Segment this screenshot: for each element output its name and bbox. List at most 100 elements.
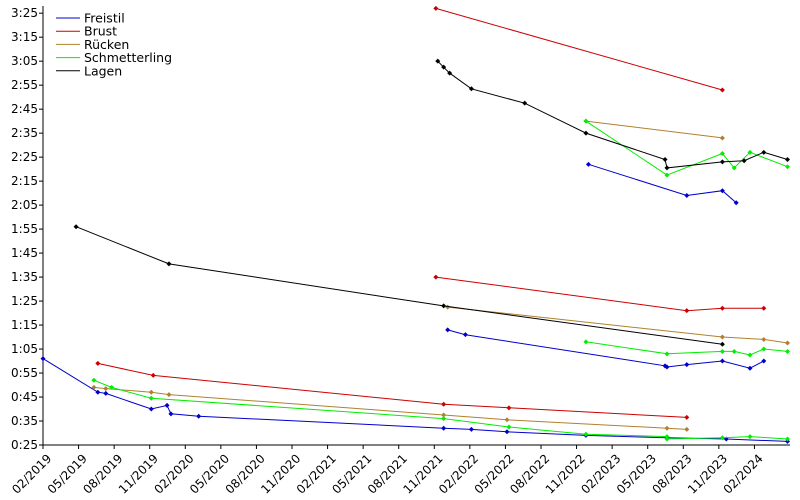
- data-point: [433, 274, 439, 280]
- data-point: [719, 334, 725, 340]
- data-point: [785, 157, 791, 163]
- y-tick-label: 1:25: [11, 294, 38, 308]
- data-point: [506, 405, 512, 411]
- legend-entry: Rücken: [84, 37, 129, 52]
- data-point: [441, 416, 447, 422]
- series-line: [447, 329, 765, 369]
- y-tick-label: 1:05: [11, 342, 38, 356]
- data-point: [719, 159, 725, 165]
- legend-entry: Lagen: [84, 63, 122, 78]
- series-line: [588, 163, 737, 204]
- data-point: [761, 358, 767, 364]
- data-point: [761, 346, 767, 352]
- series-line: [585, 120, 723, 139]
- data-point: [103, 386, 109, 392]
- data-point: [73, 224, 79, 230]
- data-point: [662, 157, 668, 163]
- x-axis-ticks: 02/201905/201908/201911/201902/202005/20…: [9, 445, 766, 497]
- data-point: [761, 149, 767, 155]
- data-point: [504, 417, 510, 423]
- data-point: [441, 412, 447, 418]
- data-point: [91, 384, 97, 390]
- data-point: [103, 390, 109, 396]
- data-point: [664, 425, 670, 431]
- data-point: [164, 402, 170, 408]
- data-point: [719, 435, 725, 441]
- data-point: [684, 414, 690, 420]
- data-point: [522, 100, 528, 106]
- data-point: [166, 261, 172, 267]
- series-r-cken: [91, 118, 791, 432]
- y-axis-ticks: 0:25 0:35 0:45 0:55 1:05 1:15 1:25 1:35 1:45 1:55…: [11, 6, 43, 452]
- data-point: [731, 348, 737, 354]
- y-tick-label: 3:25: [11, 6, 38, 20]
- y-tick-label: 1:55: [11, 222, 38, 236]
- data-point: [441, 425, 447, 431]
- series-lagen: [73, 58, 791, 347]
- y-tick-label: 2:35: [11, 126, 38, 140]
- y-tick-label: 3:05: [11, 54, 38, 68]
- y-tick-label: 0:55: [11, 366, 38, 380]
- data-point: [719, 358, 725, 364]
- data-point: [585, 161, 591, 167]
- data-point: [40, 356, 46, 362]
- legend-entry: Schmetterling: [84, 50, 172, 65]
- data-point: [166, 392, 172, 398]
- series-line: [585, 341, 788, 356]
- data-point: [148, 406, 154, 412]
- data-point: [733, 200, 739, 206]
- data-point: [719, 87, 725, 93]
- y-tick-label: 0:45: [11, 390, 38, 404]
- data-point: [148, 389, 154, 395]
- data-point: [785, 348, 791, 354]
- x-tick-label: 02/2024: [721, 451, 766, 496]
- series-line: [42, 358, 788, 442]
- data-point: [583, 431, 589, 437]
- series-line: [435, 276, 764, 312]
- data-point: [684, 362, 690, 368]
- data-point: [583, 339, 589, 345]
- y-tick-label: 2:45: [11, 102, 38, 116]
- data-point: [719, 151, 725, 157]
- data-point: [583, 130, 589, 136]
- data-point: [504, 429, 510, 435]
- y-tick-label: 2:55: [11, 78, 38, 92]
- data-point: [664, 436, 670, 442]
- data-point: [747, 365, 753, 371]
- data-point: [684, 193, 690, 199]
- data-point: [433, 5, 439, 11]
- data-point: [747, 149, 753, 155]
- series-line: [93, 379, 788, 440]
- series-line: [585, 120, 788, 176]
- y-tick-label: 0:35: [11, 414, 38, 428]
- data-point: [747, 352, 753, 358]
- data-point: [95, 360, 101, 366]
- data-point: [741, 158, 747, 164]
- series-schmetterling: [91, 118, 791, 442]
- data-point: [761, 305, 767, 311]
- data-point: [441, 303, 447, 309]
- data-point: [785, 164, 791, 170]
- data-point: [719, 305, 725, 311]
- series-line: [97, 362, 687, 418]
- legend-entry: Freistil: [84, 11, 125, 26]
- data-point: [95, 389, 101, 395]
- data-point: [719, 341, 725, 347]
- data-point: [148, 395, 154, 401]
- series-line: [437, 60, 788, 169]
- data-point: [441, 401, 447, 407]
- y-tick-label: 1:35: [11, 270, 38, 284]
- series-line: [75, 226, 723, 345]
- series-line: [435, 7, 723, 91]
- data-point: [719, 188, 725, 194]
- data-point: [684, 308, 690, 314]
- data-point: [785, 436, 791, 442]
- data-point: [583, 118, 589, 124]
- data-point: [664, 364, 670, 370]
- data-point: [719, 135, 725, 141]
- data-point: [664, 351, 670, 357]
- data-point: [664, 165, 670, 171]
- data-point: [196, 413, 202, 419]
- y-tick-label: 3:15: [11, 30, 38, 44]
